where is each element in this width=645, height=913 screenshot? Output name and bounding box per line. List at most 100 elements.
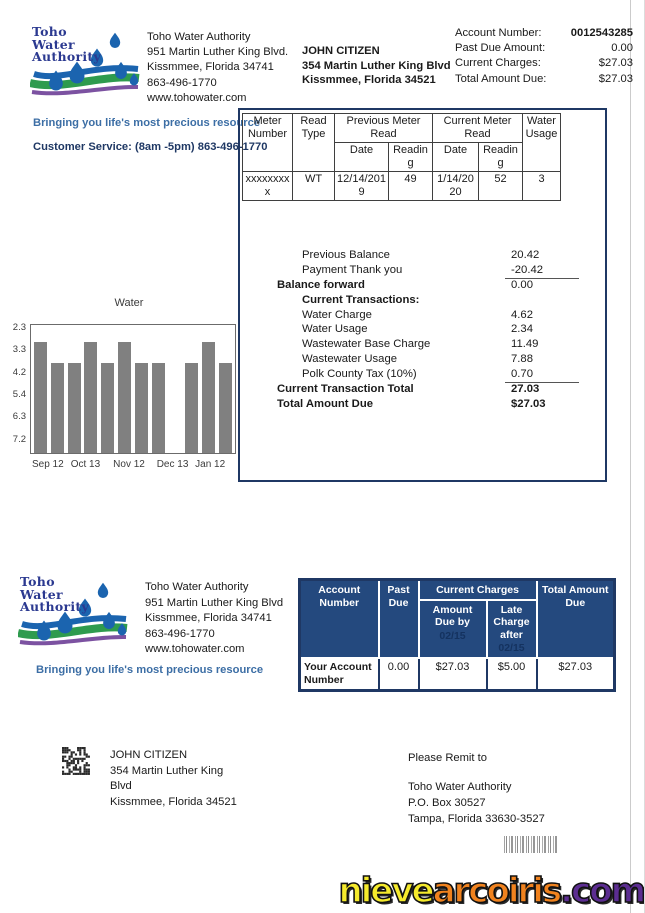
utility-name: Toho Water Authority xyxy=(147,31,251,43)
past-due-header: Past Due xyxy=(377,578,420,659)
wave-green-icon xyxy=(30,73,140,90)
utility-phone: 863-496-1770 xyxy=(145,627,215,640)
account-summary-value: 0.00 xyxy=(611,42,633,55)
y-axis-tick: 2.3 xyxy=(12,322,26,333)
wave-purple-icon xyxy=(31,84,139,96)
bar xyxy=(84,341,98,453)
prev-reading-header: Reading xyxy=(388,142,433,172)
account-summary-label: Past Due Amount: xyxy=(455,42,546,55)
transaction-amount: 7.88 xyxy=(511,353,533,366)
read-type-cell: WT xyxy=(292,171,335,201)
transaction-label: Total Amount Due xyxy=(277,397,374,410)
watermark-part: arcoiris xyxy=(432,871,563,911)
page-edge-line xyxy=(630,0,631,913)
curr-reading-cell: 52 xyxy=(478,171,523,201)
tagline: Bringing you life's most precious resour… xyxy=(33,117,261,129)
account-summary-row: Total Amount Due: $27.03 xyxy=(455,72,633,87)
utility-name: Toho Water Authority xyxy=(145,581,249,593)
account-summary-value: $27.03 xyxy=(598,72,633,85)
payment-summary-table: Account Number Past Due Current Charges … xyxy=(298,578,616,692)
transaction-label: Wastewater Usage xyxy=(302,353,398,366)
transaction-amount: 4.62 xyxy=(511,308,533,321)
meter-number-header: Meter Number xyxy=(242,113,293,172)
account-summary-label: Current Charges: xyxy=(455,57,541,70)
customer-service-line: Customer Service: (8am -5pm) 863-496-177… xyxy=(33,141,268,153)
transaction-amount: 0.70 xyxy=(505,367,579,384)
bar-slot xyxy=(67,325,81,453)
transaction-row: Current Transactions: xyxy=(277,293,587,308)
late-charge-cell: $5.00 xyxy=(485,656,538,691)
x-axis-tick: Sep 12 xyxy=(31,459,64,470)
logo-wordmark: Toho Water Authority xyxy=(32,25,101,64)
watermark-part: nieve xyxy=(338,871,436,911)
remit-name: Toho Water Authority xyxy=(408,781,512,793)
transaction-label: Current Transactions: xyxy=(302,293,420,306)
transaction-amount: 0.00 xyxy=(511,278,533,291)
qr-code-icon xyxy=(62,747,90,775)
tagline: Bringing you life's most precious resour… xyxy=(36,664,264,676)
water-usage-chart: Water 2.3 3.3 4.2 5.4 6.3 7.2 Sep 12 Oct 13 Nov… xyxy=(8,295,240,481)
account-summary-row: Account Number: 0012543285 xyxy=(455,26,633,41)
bar xyxy=(50,363,64,453)
utility-address-line: Kissmmee, Florida 34741 xyxy=(145,612,272,624)
bar-slot xyxy=(101,325,115,453)
bar-slot xyxy=(218,325,232,453)
transaction-amount: 2.34 xyxy=(511,323,533,336)
bar-slot xyxy=(169,325,182,453)
customer-address-block: JOHN CITIZEN 354 Martin Luther King Blvd… xyxy=(302,44,451,88)
transaction-row: Previous Balance 20.42 xyxy=(277,248,587,263)
utility-website: www.tohowater.com xyxy=(147,91,247,104)
utility-website: www.tohowater.com xyxy=(145,643,245,655)
late-date: 02/15 xyxy=(498,642,525,654)
remit-address-line: P.O. Box 30527 xyxy=(408,797,486,809)
mailing-address-line: Kissmmee, Florida 34521 xyxy=(110,795,237,808)
toho-logo-graphic-icon xyxy=(18,582,128,646)
amount-due-cell: $27.03 xyxy=(417,656,488,691)
logo-line: Authority xyxy=(20,599,90,614)
logo-line: Water xyxy=(20,586,63,602)
bar xyxy=(101,363,115,453)
transaction-label: Previous Balance xyxy=(302,249,390,261)
utility-address-line: Kissmmee, Florida 34741 xyxy=(147,61,274,74)
transactions-list: Previous Balance 20.42 Payment Thank you -2… xyxy=(277,248,587,412)
billing-detail-box: Meter Number Read Type Previous Meter Re… xyxy=(238,108,607,482)
y-axis-tick: 7.2 xyxy=(12,433,26,445)
total-due-cell: $27.03 xyxy=(535,656,616,691)
utility-phone: 863-496-1770 xyxy=(147,76,217,89)
account-summary: Account Number: 0012543285 Past Due Amount… xyxy=(455,26,633,87)
utility-address-block: Toho Water Authority 951 Martin Luther K… xyxy=(145,580,283,658)
transaction-row: Wastewater Usage 7.88 xyxy=(277,352,587,367)
mailing-address-block: JOHN CITIZEN 354 Martin Luther King Blvd… xyxy=(110,748,237,810)
transaction-row: Current Transaction Total 27.03 xyxy=(277,382,587,397)
curr-date-header: Date xyxy=(432,142,479,172)
mailing-name: JOHN CITIZEN xyxy=(110,749,188,761)
prev-reading-cell: 49 xyxy=(388,171,433,201)
account-summary-row: Current Charges: $27.03 xyxy=(455,56,633,71)
bar-slot xyxy=(34,325,47,453)
due-date: 02/15 xyxy=(439,629,466,642)
transaction-row: Polk County Tax (10%) 0.70 xyxy=(277,367,587,384)
transaction-label: Polk County Tax (10%) xyxy=(302,368,417,381)
account-summary-value: 0012543285 xyxy=(570,27,633,39)
customer-address-line: 354 Martin Luther King Blvd xyxy=(302,59,451,72)
transaction-row: Payment Thank you -20.42 xyxy=(277,263,587,279)
wave-purple-icon xyxy=(19,634,127,646)
payment-summary-row: Your Account Number 0.00 $27.03 $5.00 $2… xyxy=(298,656,616,691)
bar-slot xyxy=(50,325,64,453)
y-axis-tick: 5.4 xyxy=(12,388,26,400)
transaction-row: Total Amount Due $27.03 xyxy=(277,397,587,412)
utility-address-block: Toho Water Authority 951 Martin Luther K… xyxy=(147,30,288,106)
bar xyxy=(34,341,47,453)
transaction-label: Balance forward xyxy=(277,278,365,291)
transaction-label: Water Charge xyxy=(302,308,372,321)
curr-reading-header: Reading xyxy=(478,142,523,172)
y-axis-tick: 6.3 xyxy=(12,411,26,423)
bar xyxy=(185,363,199,453)
transaction-label: Current Transaction Total xyxy=(277,383,414,396)
logo-line: Water xyxy=(32,36,75,52)
bar-slot xyxy=(134,325,148,453)
amount-due-by-label: Amount Due by xyxy=(432,603,473,629)
bar xyxy=(202,341,216,453)
watermark: nievearcoiris.com xyxy=(338,871,644,911)
bar-slot xyxy=(202,325,216,453)
